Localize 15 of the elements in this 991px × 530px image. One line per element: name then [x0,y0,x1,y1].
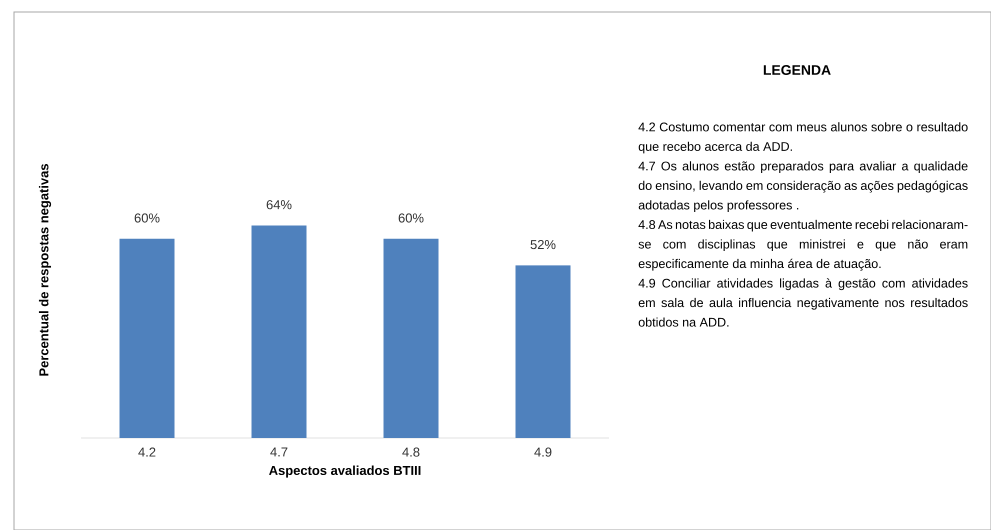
text: 4.8 As notas baixas que eventualmente recebi relacionaram-se com disciplinas que ministrei e que não eram especificamente da minha área de atuação. [638,220,968,271]
data-label: 64% [266,200,292,210]
text: 4.7 Os alunos estão preparados para avaliar a qualidade do ensino, levando em consideração as ações pedagógicas adotadas pelos professores . [638,161,968,212]
x-tick-label: 4.7 [270,448,288,456]
text: LEGENDA [764,65,831,75]
x-axis-title: Aspectos avaliados BTIII [269,466,420,478]
text: 4.2 Costumo comentar com meus alunos sobre o resultado que recebo acerca da ADD. [638,122,968,154]
y-axis-title: Percentual de respostas negativas [38,164,52,376]
data-label: 60% [134,213,160,223]
x-tick-label: 4.8 [402,448,420,457]
x-tick-label: 4.9 [534,448,552,457]
text: 4.9 Conciliar atividades ligadas à gestão com atividades em sala de aula influencia negativamente nos resultados obtidos na ADD. [638,278,968,327]
x-tick-label: 4.2 [138,448,156,457]
data-label: 52% [530,240,556,250]
data-label: 60% [398,213,424,223]
